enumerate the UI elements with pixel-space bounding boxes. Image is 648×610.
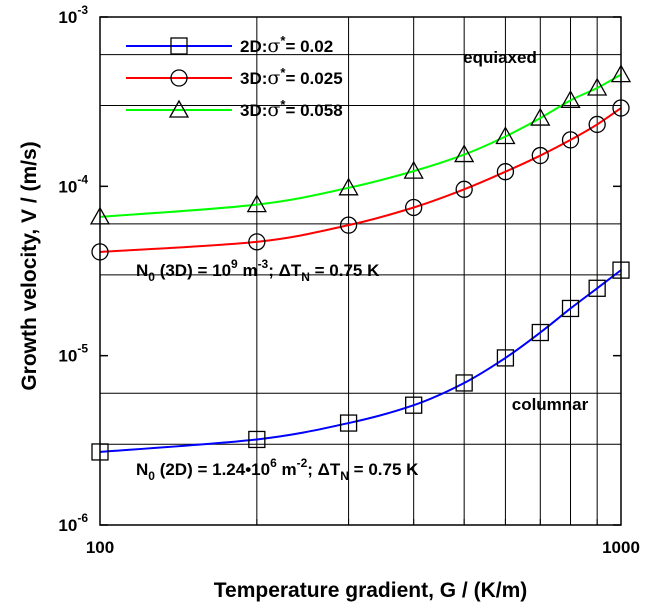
y-tick-exp: -3: [77, 3, 88, 17]
annotation-3d-p3: m: [238, 261, 258, 280]
series-3-marker: [338, 177, 359, 196]
legend: 2D:σ*= 0.02 3D:σ*= 0.025 3D:σ*= 0.058: [126, 33, 343, 121]
series-3-marker: [495, 126, 516, 145]
series-1-marker: [455, 374, 473, 392]
series-line-1: [99, 269, 622, 453]
x-tick-label: 100: [86, 538, 114, 557]
y-tick-label: 10-6: [58, 511, 88, 535]
annotation-2d-p2sup: 6: [270, 456, 277, 470]
legend-label-2: 3D:σ*= 0.025: [240, 65, 343, 89]
series-1-marker: [496, 349, 515, 367]
series-line-3: [99, 73, 622, 218]
series-3-marker: [246, 194, 267, 213]
annotation-3d-p2sup: 9: [231, 257, 238, 271]
annotation-2d-p1: N: [136, 460, 148, 479]
grid: [100, 17, 621, 525]
y-tick-base: 10: [58, 347, 77, 366]
annotation-2d-p2: (2D) = 1.24•10: [155, 460, 270, 479]
series-3-marker: [587, 77, 608, 96]
y-tick-base: 10: [58, 177, 77, 196]
y-tick-exp: -4: [77, 172, 88, 186]
series-line-2: [99, 107, 622, 253]
series-2-marker: [496, 163, 515, 181]
y-tick-label: 10-3: [58, 3, 88, 27]
y-tick-label: 10-4: [58, 172, 88, 196]
legend-marker-3: [168, 99, 190, 118]
annotation-nucleation-2d: N0 (2D) = 1.24•106 m-2; ΔTN = 0.75 K: [136, 456, 419, 483]
annotation-3d-p4sub: N: [301, 270, 310, 284]
y-ticks: 10-310-410-510-6: [58, 3, 621, 535]
annotation-columnar: columnar: [512, 395, 589, 414]
series-3-marker: [560, 90, 581, 108]
series-1-marker: [561, 299, 580, 318]
annotation-2d-p4: ; ΔT: [307, 460, 341, 479]
annotation-equiaxed: equiaxed: [463, 48, 537, 67]
annotation-2d-p3: m: [277, 460, 297, 479]
x-ticks: 100 1000: [86, 519, 640, 557]
x-axis-label: Temperature gradient, G / (K/m): [214, 579, 528, 602]
series-1-marker: [405, 396, 423, 414]
series-1-marker: [339, 414, 358, 432]
legend-label-3: 3D:σ*= 0.058: [240, 97, 343, 121]
series-2-marker: [405, 198, 423, 217]
y-tick-base: 10: [58, 8, 77, 27]
series-2-marker: [561, 131, 580, 149]
annotation-2d-p5: = 0.75 K: [349, 460, 419, 479]
series-2-marker: [248, 233, 266, 251]
legend-label-1: 2D:σ*= 0.02: [240, 33, 333, 57]
series-3-marker: [530, 107, 551, 126]
annotation-3d-p2: (3D) = 10: [155, 261, 231, 280]
annotation-3d-p4: ; ΔT: [268, 261, 302, 280]
series-1-marker: [248, 430, 266, 449]
annotation-2d-p3sup: -2: [297, 456, 308, 470]
y-axis-label: Growth velocity, V / (m/s): [18, 141, 41, 390]
annotation-2d-p4sub: N: [340, 469, 349, 483]
series-2-marker: [531, 146, 549, 165]
series-1-marker: [588, 279, 606, 297]
series-2-marker: [339, 216, 358, 234]
annotation-3d-p1: N: [136, 261, 148, 280]
annotation-nucleation-3d: N0 (3D) = 109 m-3; ΔTN = 0.75 K: [136, 257, 380, 284]
series-3-marker: [403, 160, 424, 179]
y-tick-base: 10: [58, 516, 77, 535]
annotation-3d-p3sup: -3: [258, 257, 269, 271]
legend-marker-1: [170, 37, 188, 55]
series-2-marker: [455, 180, 473, 198]
annotation-2d-p1sub: 0: [148, 469, 155, 483]
series-1-marker: [531, 323, 549, 342]
y-tick-exp: -5: [77, 342, 88, 356]
y-tick-label: 10-5: [58, 342, 88, 366]
plot-frame: [99, 16, 622, 526]
series-3-marker: [454, 144, 475, 163]
legend-marker-2: [170, 69, 188, 87]
x-tick-label: 1000: [602, 538, 640, 557]
series-2-marker: [588, 115, 606, 134]
series-markers: [89, 64, 632, 461]
annotation-3d-p1sub: 0: [148, 270, 155, 284]
y-tick-exp: -6: [77, 511, 88, 525]
annotation-3d-p5: = 0.75 K: [310, 261, 380, 280]
